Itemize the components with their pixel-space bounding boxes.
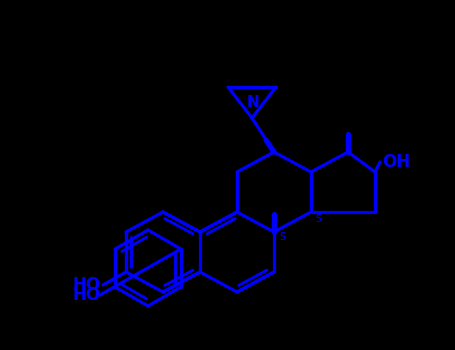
Text: S: S (227, 214, 233, 224)
Text: S: S (315, 214, 321, 224)
Text: S: S (279, 232, 285, 242)
Text: N: N (247, 95, 259, 110)
Text: OH: OH (382, 153, 410, 171)
Text: HO: HO (72, 276, 100, 294)
Text: HO: HO (72, 286, 100, 304)
